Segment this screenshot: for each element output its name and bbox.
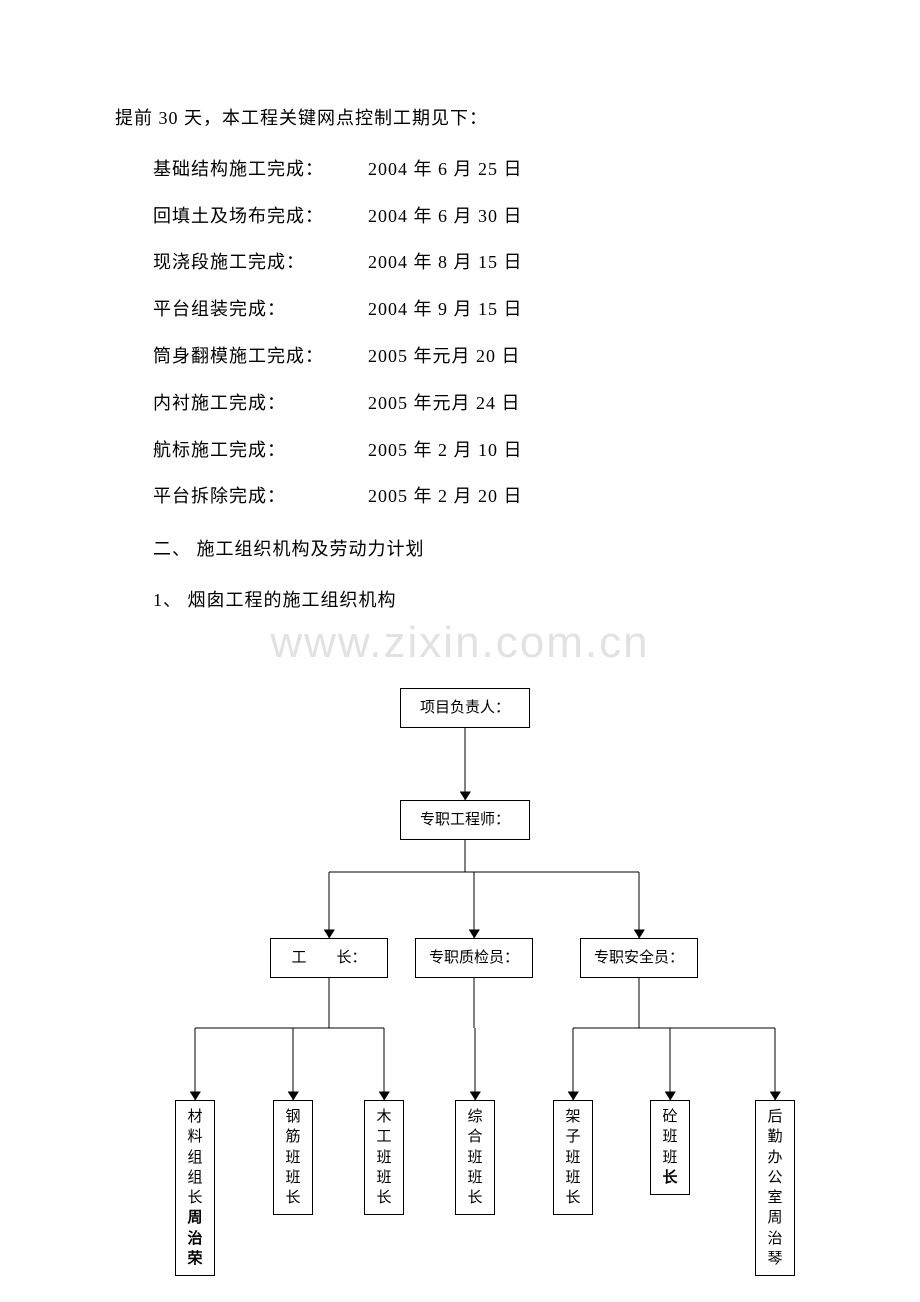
- org-node-l3: 工 长：: [270, 938, 388, 978]
- watermark-text: www.zixin.com.cn: [0, 618, 920, 668]
- schedule-row: 航标施工完成：2005 年 2 月 10 日: [153, 427, 805, 474]
- org-leaf: 架子班班长: [553, 1100, 593, 1215]
- schedule-label: 平台拆除完成：: [153, 473, 368, 520]
- schedule-row: 平台拆除完成：2005 年 2 月 20 日: [153, 473, 805, 520]
- org-leaf: 综合班班长: [455, 1100, 495, 1215]
- org-node-l3: 专职质检员：: [415, 938, 533, 978]
- schedule-label: 筒身翻模施工完成：: [153, 333, 368, 380]
- schedule-date: 2004 年 9 月 15 日: [368, 286, 523, 333]
- org-leaf: 后勤办公室周治琴: [755, 1100, 795, 1276]
- schedule-date: 2005 年元月 24 日: [368, 380, 521, 427]
- schedule-row: 基础结构施工完成：2004 年 6 月 25 日: [153, 146, 805, 193]
- subsection-heading-2-1: 1、 烟囱工程的施工组织机构: [115, 577, 805, 624]
- schedule-label: 平台组装完成：: [153, 286, 368, 333]
- schedule-date: 2005 年元月 20 日: [368, 333, 521, 380]
- org-chart: 项目负责人： 专职工程师： 工 长： 专职质检员： 专职安全员： 材料组组长周治荣 钢筋班班…: [115, 670, 815, 1290]
- schedule-label: 回填土及场布完成：: [153, 193, 368, 240]
- schedule-date: 2005 年 2 月 10 日: [368, 427, 523, 474]
- schedule-row: 内衬施工完成：2005 年元月 24 日: [153, 380, 805, 427]
- schedule-date: 2004 年 8 月 15 日: [368, 239, 523, 286]
- schedule-label: 航标施工完成：: [153, 427, 368, 474]
- org-leaf: 材料组组长周治荣: [175, 1100, 215, 1276]
- schedule-list: 基础结构施工完成：2004 年 6 月 25 日回填土及场布完成：2004 年 …: [115, 146, 805, 520]
- section-heading-2: 二、 施工组织机构及劳动力计划: [115, 526, 805, 573]
- org-node-top: 项目负责人：: [400, 688, 530, 728]
- org-leaf: 钢筋班班长: [273, 1100, 313, 1215]
- schedule-row: 现浇段施工完成：2004 年 8 月 15 日: [153, 239, 805, 286]
- schedule-row: 回填土及场布完成：2004 年 6 月 30 日: [153, 193, 805, 240]
- schedule-label: 内衬施工完成：: [153, 380, 368, 427]
- schedule-date: 2005 年 2 月 20 日: [368, 473, 523, 520]
- intro-text: 提前 30 天，本工程关键网点控制工期见下：: [115, 100, 805, 138]
- schedule-row: 筒身翻模施工完成：2005 年元月 20 日: [153, 333, 805, 380]
- org-node-l3: 专职安全员：: [580, 938, 698, 978]
- schedule-row: 平台组装完成：2004 年 9 月 15 日: [153, 286, 805, 333]
- schedule-label: 基础结构施工完成：: [153, 146, 368, 193]
- schedule-date: 2004 年 6 月 30 日: [368, 193, 523, 240]
- org-node-l2: 专职工程师：: [400, 800, 530, 840]
- schedule-label: 现浇段施工完成：: [153, 239, 368, 286]
- org-leaf: 木工班班长: [364, 1100, 404, 1215]
- org-leaf: 砼班班长: [650, 1100, 690, 1195]
- schedule-date: 2004 年 6 月 25 日: [368, 146, 523, 193]
